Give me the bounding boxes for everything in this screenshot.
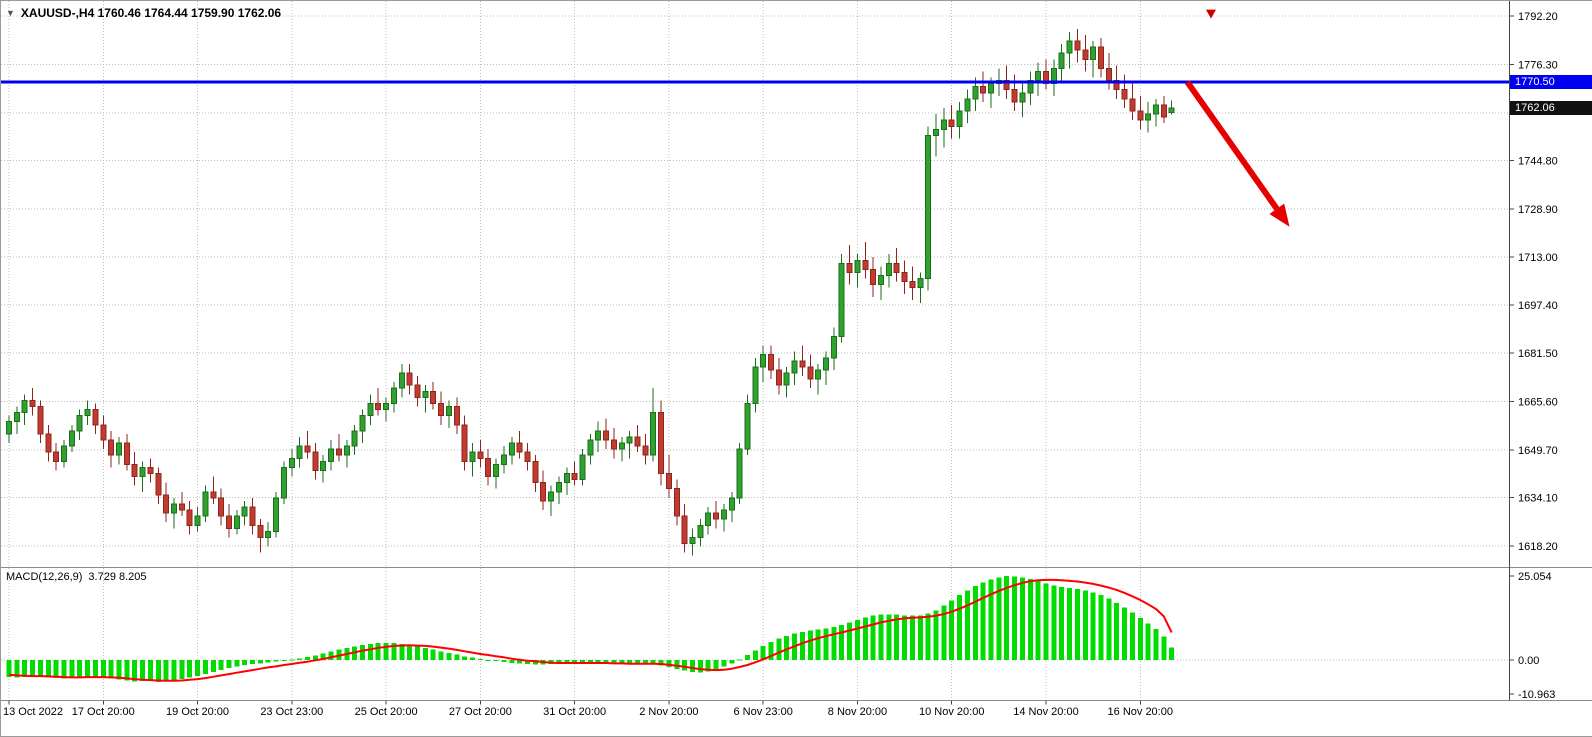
svg-text:1665.60: 1665.60 <box>1518 397 1558 409</box>
svg-text:31 Oct 20:00: 31 Oct 20:00 <box>543 706 606 718</box>
symbol-ohlc-text: XAUUSD-,H4 1760.46 1764.44 1759.90 1762.… <box>20 6 282 20</box>
svg-text:-10.963: -10.963 <box>1518 689 1555 701</box>
svg-text:16 Nov 20:00: 16 Nov 20:00 <box>1108 706 1173 718</box>
svg-text:13 Oct 2022: 13 Oct 2022 <box>3 706 63 718</box>
symbol-dropdown-icon[interactable]: ▼ <box>6 8 15 18</box>
svg-text:14 Nov 20:00: 14 Nov 20:00 <box>1013 706 1078 718</box>
hline-price-tag: 1770.50 <box>1510 75 1592 90</box>
svg-text:25 Oct 20:00: 25 Oct 20:00 <box>355 706 418 718</box>
svg-text:27 Oct 20:00: 27 Oct 20:00 <box>449 706 512 718</box>
svg-text:8 Nov 20:00: 8 Nov 20:00 <box>828 706 887 718</box>
svg-text:1634.10: 1634.10 <box>1518 493 1558 505</box>
svg-text:1728.90: 1728.90 <box>1518 204 1558 216</box>
svg-text:19 Oct 20:00: 19 Oct 20:00 <box>166 706 229 718</box>
svg-text:2 Nov 20:00: 2 Nov 20:00 <box>639 706 698 718</box>
svg-text:1713.00: 1713.00 <box>1518 252 1558 264</box>
macd-values: 3.729 8.205 <box>88 571 147 583</box>
svg-text:6 Nov 23:00: 6 Nov 23:00 <box>734 706 793 718</box>
svg-text:0.00: 0.00 <box>1518 655 1539 667</box>
svg-text:17 Oct 20:00: 17 Oct 20:00 <box>72 706 135 718</box>
svg-text:1649.70: 1649.70 <box>1518 445 1558 457</box>
macd-name: MACD(12,26,9) <box>6 571 83 583</box>
macd-indicator-label: MACD(12,26,9) 3.729 8.205 <box>6 571 153 583</box>
svg-text:1697.40: 1697.40 <box>1518 300 1558 312</box>
current-price-tag: 1762.06 <box>1510 100 1592 115</box>
svg-text:1681.50: 1681.50 <box>1518 348 1558 360</box>
svg-text:1744.80: 1744.80 <box>1518 155 1558 167</box>
svg-text:23 Oct 23:00: 23 Oct 23:00 <box>260 706 323 718</box>
svg-text:1792.20: 1792.20 <box>1518 11 1558 23</box>
svg-text:1618.20: 1618.20 <box>1518 541 1558 553</box>
svg-text:10 Nov 20:00: 10 Nov 20:00 <box>919 706 984 718</box>
svg-text:25.054: 25.054 <box>1518 571 1552 583</box>
symbol-info: ▼ XAUUSD-,H4 1760.46 1764.44 1759.90 176… <box>6 6 281 20</box>
svg-text:1776.30: 1776.30 <box>1518 59 1558 71</box>
time-axis-scale[interactable] <box>1 701 1509 725</box>
